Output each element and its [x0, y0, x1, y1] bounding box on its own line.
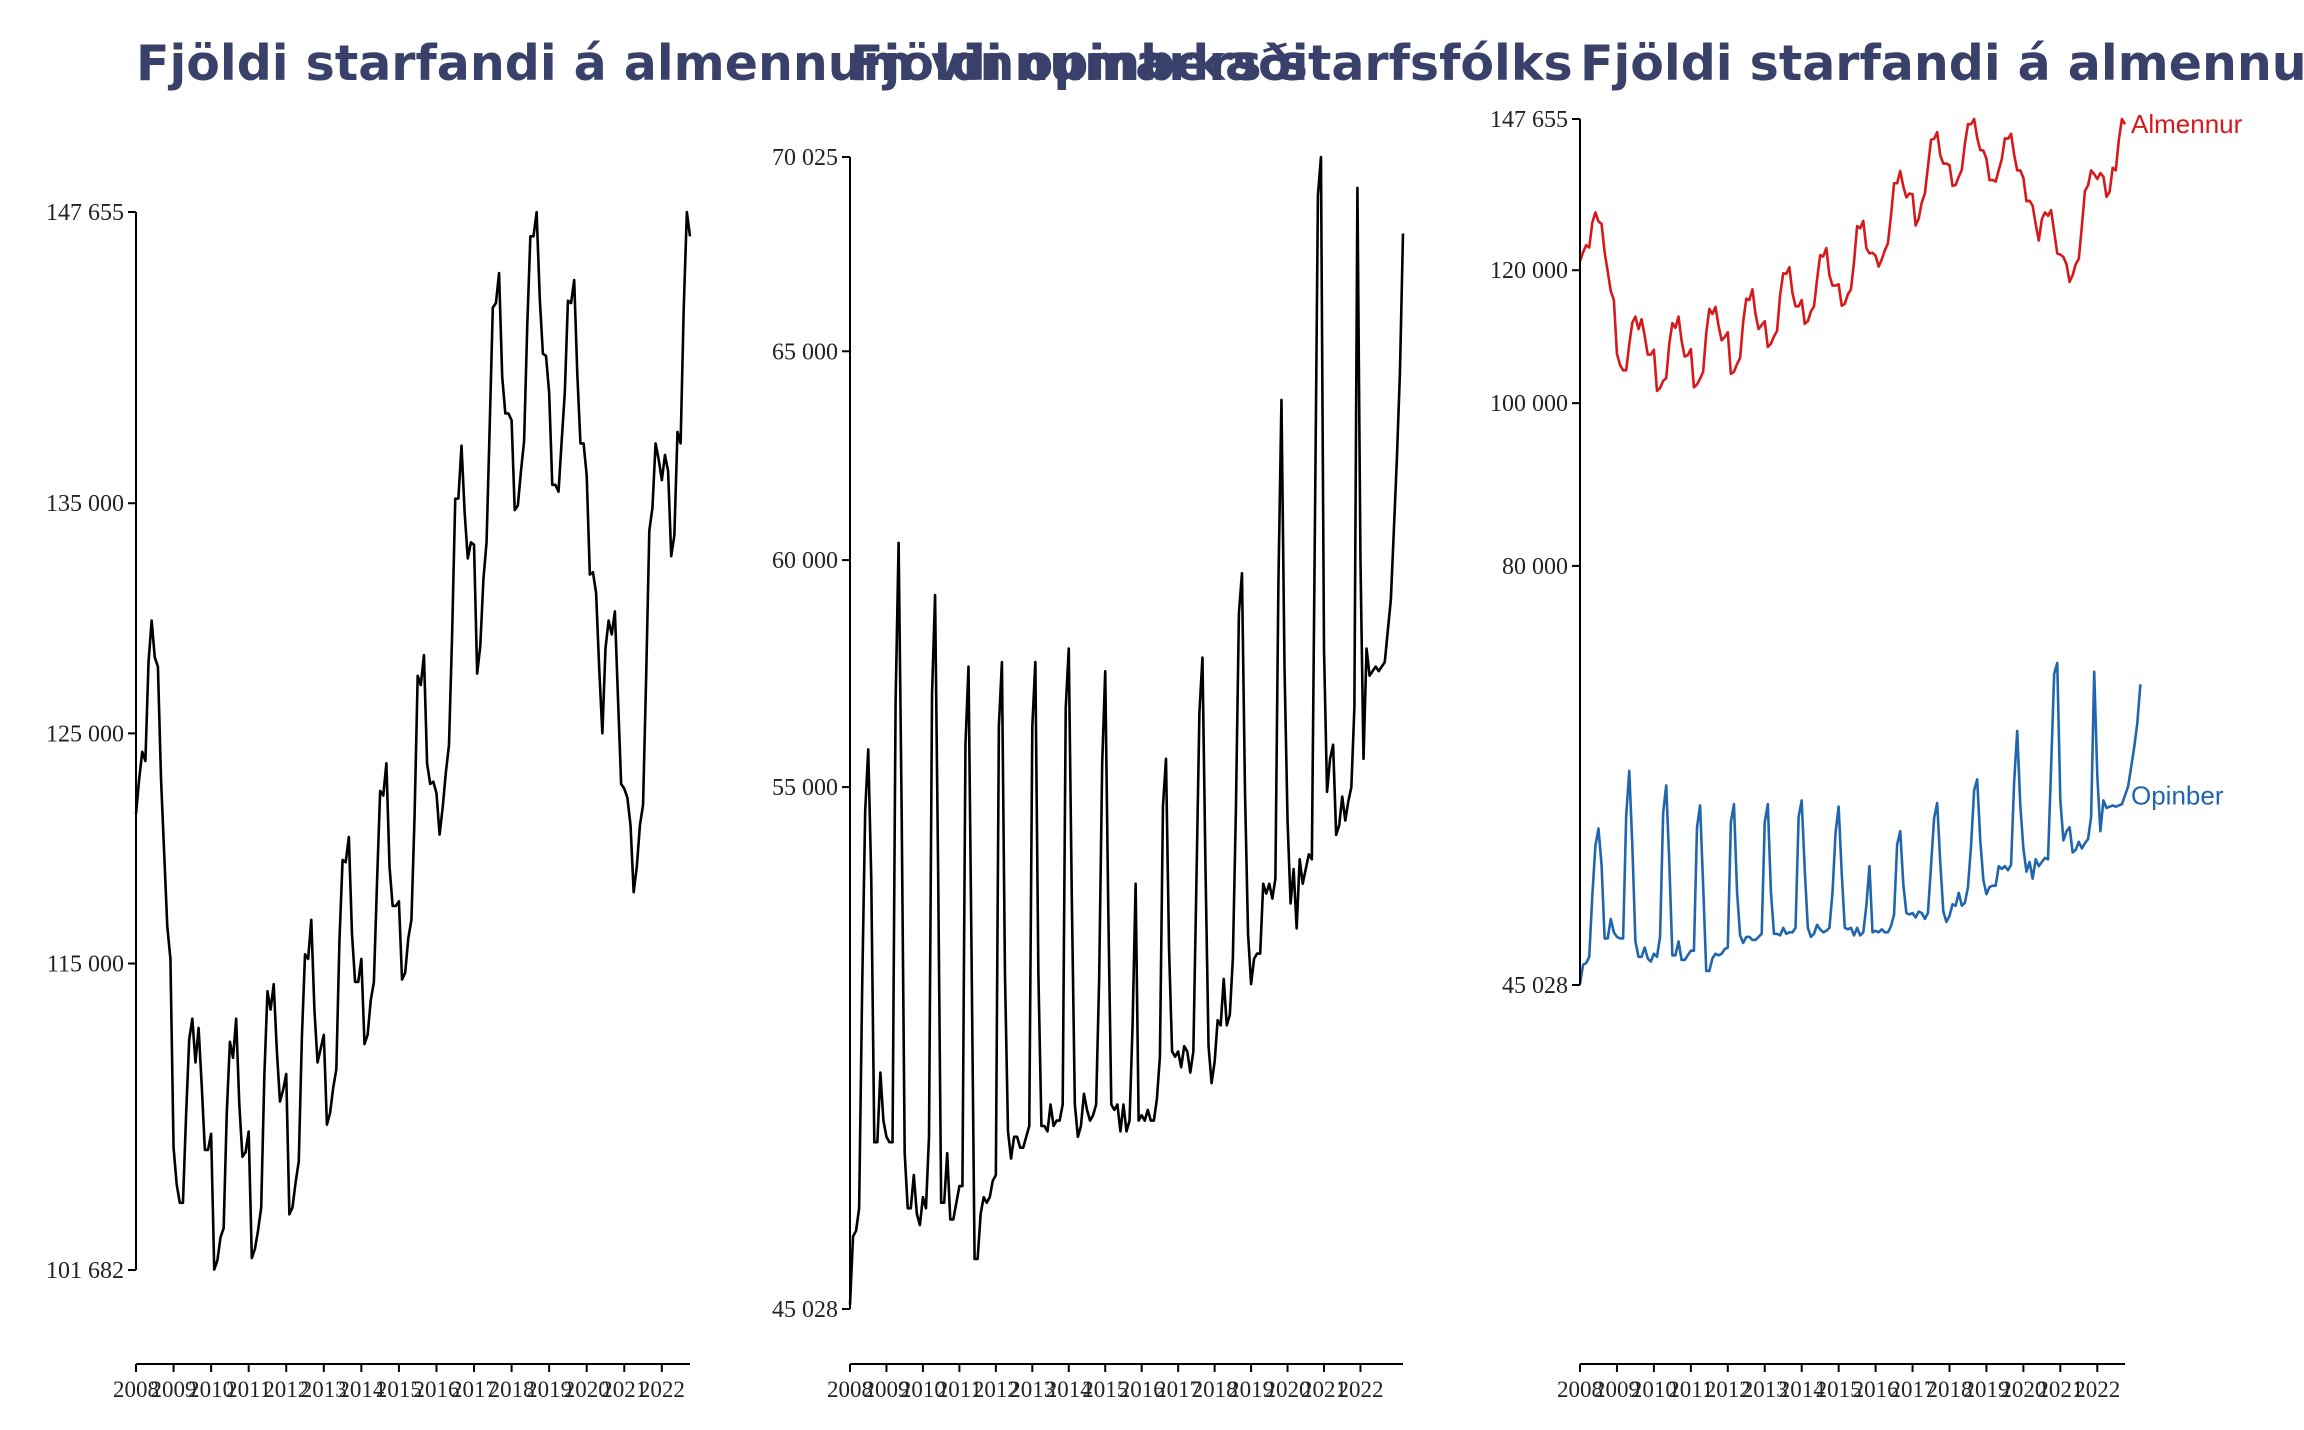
x-tick-label: 2017 [1890, 1377, 1936, 1402]
x-tick-label: 2021 [601, 1377, 647, 1402]
y-tick-label: 115 000 [47, 952, 124, 978]
x-tick-label: 2009 [1594, 1377, 1640, 1402]
x-tick-label: 2019 [526, 1377, 572, 1402]
series-line-opinber [1578, 661, 2142, 985]
x-tick-label: 2012 [263, 1377, 309, 1402]
y-tick-label: 60 000 [772, 548, 838, 574]
x-tick-label: 2016 [1853, 1377, 1899, 1402]
x-tick-label: 2022 [1337, 1377, 1383, 1402]
x-tick-label: 2010 [900, 1377, 946, 1402]
y-tick-label: 135 000 [46, 491, 124, 517]
x-tick-label: 2022 [639, 1377, 685, 1402]
series-line-chart-2 [848, 155, 1405, 1305]
x-tick-label: 2011 [1668, 1377, 1713, 1402]
series-label-almennur: Almennur [2131, 109, 2243, 139]
x-tick-label: 2018 [1926, 1377, 1972, 1402]
x-tick-label: 2013 [1742, 1377, 1788, 1402]
x-tick-label: 2019 [1963, 1377, 2009, 1402]
x-tick-label: 2009 [151, 1377, 197, 1402]
y-tick-label: 45 028 [772, 1297, 838, 1323]
x-tick-label: 2010 [1631, 1377, 1677, 1402]
x-tick-label: 2018 [1192, 1377, 1238, 1402]
chart-title-1: Fjöldi starfandi á almennum vinnumarkaði [136, 35, 1309, 92]
x-tick-label: 2020 [1265, 1377, 1311, 1402]
y-tick-label: 70 025 [772, 145, 838, 171]
y-tick-label: 100 000 [1490, 391, 1568, 417]
y-tick-label: 65 000 [772, 339, 838, 365]
x-tick-label: 2010 [188, 1377, 234, 1402]
x-tick-label: 2012 [973, 1377, 1019, 1402]
chart-title-2: Fjöldi opinbers starfsfólks [850, 35, 1573, 92]
x-tick-label: 2013 [1009, 1377, 1055, 1402]
x-tick-label: 2017 [451, 1377, 497, 1402]
x-tick-label: 2009 [863, 1377, 909, 1402]
series-line-almennur [1578, 117, 2127, 393]
x-tick-label: 2016 [1119, 1377, 1165, 1402]
x-tick-label: 2008 [1557, 1377, 1603, 1402]
y-tick-label: 120 000 [1490, 258, 1568, 284]
y-tick-label: 80 000 [1502, 554, 1568, 580]
x-tick-label: 2011 [226, 1377, 271, 1402]
y-tick-label: 125 000 [46, 721, 124, 747]
x-tick-label: 2018 [489, 1377, 535, 1402]
x-tick-label: 2014 [1779, 1377, 1826, 1402]
x-tick-label: 2021 [1301, 1377, 1347, 1402]
y-tick-label: 147 655 [46, 200, 124, 226]
x-tick-label: 2008 [827, 1377, 873, 1402]
y-tick-label: 45 028 [1502, 973, 1568, 999]
x-tick-label: 2014 [338, 1377, 385, 1402]
x-tick-label: 2015 [376, 1377, 422, 1402]
x-tick-label: 2020 [564, 1377, 610, 1402]
y-tick-label: 147 655 [1490, 107, 1568, 133]
series-line-chart-1 [134, 210, 692, 1271]
x-tick-label: 2022 [2074, 1377, 2120, 1402]
x-tick-label: 2015 [1816, 1377, 1862, 1402]
chart-title-3: Fjöldi starfandi á almennum og opinberum… [1580, 35, 2304, 92]
x-tick-label: 2015 [1082, 1377, 1128, 1402]
x-tick-label: 2008 [113, 1377, 159, 1402]
x-tick-label: 2011 [937, 1377, 982, 1402]
x-tick-label: 2013 [301, 1377, 347, 1402]
y-tick-label: 101 682 [46, 1258, 124, 1284]
x-tick-label: 2017 [1155, 1377, 1201, 1402]
x-tick-label: 2021 [2037, 1377, 2083, 1402]
x-tick-label: 2014 [1046, 1377, 1093, 1402]
x-tick-label: 2019 [1228, 1377, 1274, 1402]
x-tick-label: 2012 [1705, 1377, 1751, 1402]
x-tick-label: 2016 [413, 1377, 459, 1402]
y-tick-label: 55 000 [772, 775, 838, 801]
series-label-opinber: Opinber [2131, 780, 2224, 810]
x-tick-label: 2020 [2000, 1377, 2046, 1402]
